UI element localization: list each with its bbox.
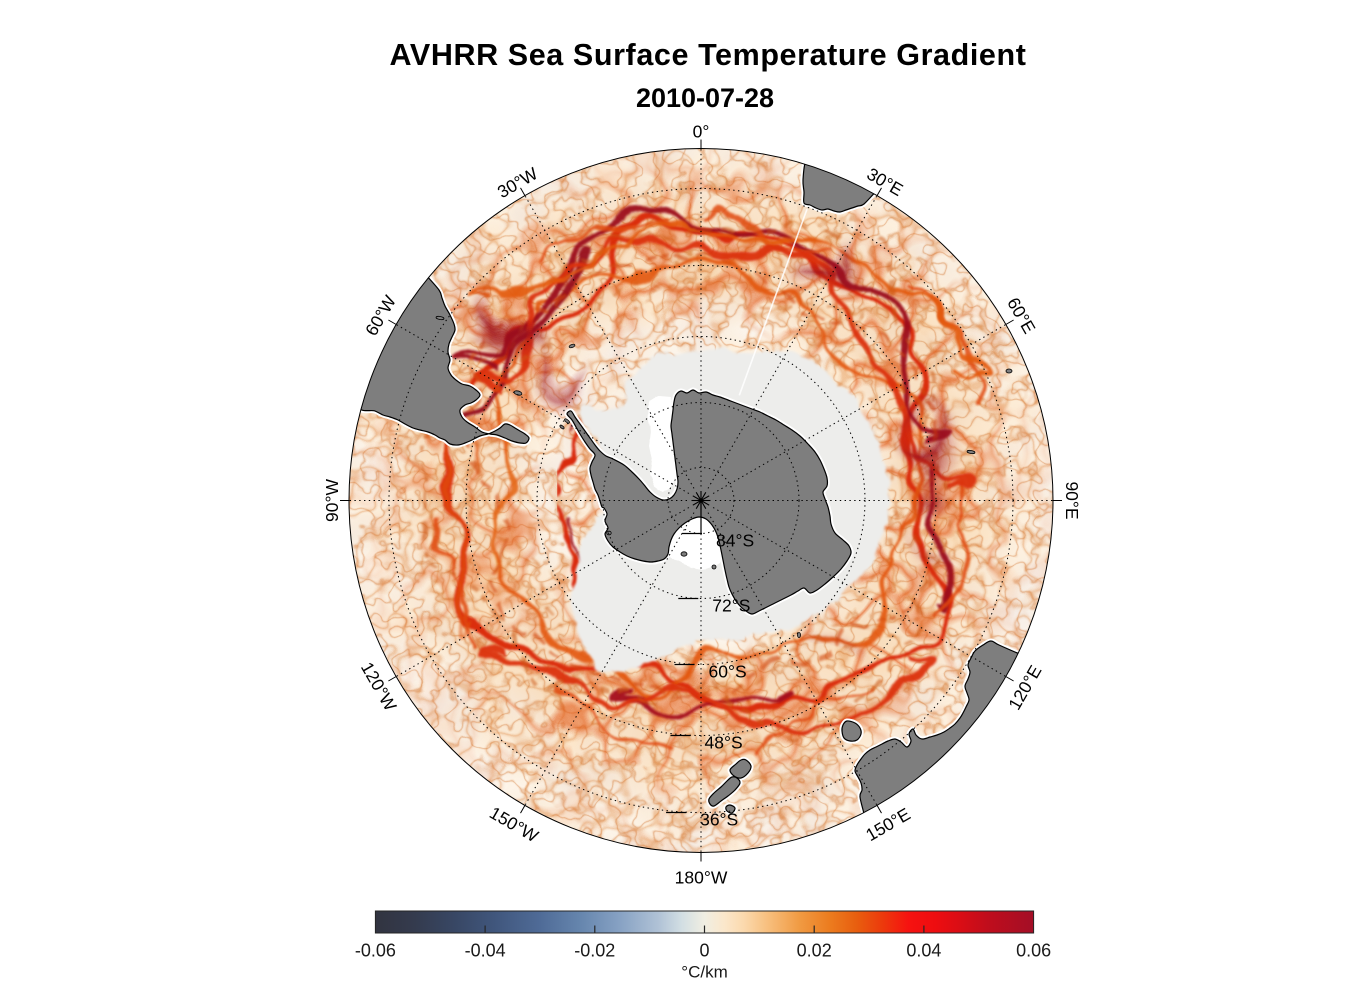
svg-text:2010-07-28: 2010-07-28 <box>636 83 774 113</box>
svg-text:36°S: 36°S <box>700 810 738 830</box>
svg-text:48°S: 48°S <box>705 733 743 753</box>
svg-text:0: 0 <box>699 941 709 961</box>
svg-text:0.04: 0.04 <box>906 941 941 961</box>
svg-text:0°: 0° <box>693 122 710 142</box>
svg-text:120°E: 120°E <box>1004 662 1045 713</box>
svg-text:-0.06: -0.06 <box>355 941 396 961</box>
svg-text:90°W: 90°W <box>322 479 342 522</box>
svg-text:72°S: 72°S <box>712 596 750 616</box>
svg-text:90°E: 90°E <box>1062 481 1082 519</box>
svg-text:180°W: 180°W <box>675 868 728 888</box>
svg-text:AVHRR Sea Surface Temperature: AVHRR Sea Surface Temperature Gradient <box>390 38 1027 72</box>
svg-text:150°E: 150°E <box>862 804 913 845</box>
svg-text:84°S: 84°S <box>716 531 754 551</box>
svg-text:-0.04: -0.04 <box>465 941 506 961</box>
svg-text:60°S: 60°S <box>709 662 747 682</box>
svg-text:°C/km: °C/km <box>681 963 727 982</box>
svg-text:0.02: 0.02 <box>797 941 832 961</box>
svg-text:0.06: 0.06 <box>1016 941 1051 961</box>
svg-text:-0.02: -0.02 <box>574 941 615 961</box>
